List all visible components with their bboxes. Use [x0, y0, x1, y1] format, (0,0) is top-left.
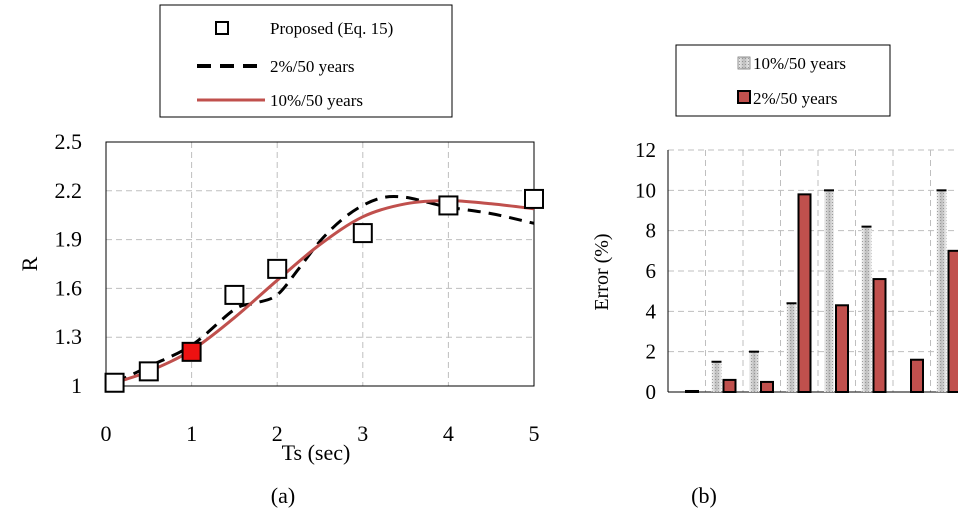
- chart-a-y-axis-title: R: [17, 256, 42, 271]
- y-tick-label: 0: [646, 380, 657, 404]
- data-point-proposed: [524, 188, 544, 209]
- data-point-proposed: [267, 258, 288, 279]
- y-tick-label: 8: [646, 219, 657, 243]
- legend-label-b-2pct: 2%/50 years: [753, 89, 838, 108]
- x-tick-label: 4: [443, 421, 454, 446]
- y-tick-label: 1.3: [55, 324, 83, 349]
- legend-swatch-10pct-dots: [738, 57, 750, 69]
- data-point-proposed: [138, 361, 159, 382]
- x-tick-label: 3: [357, 421, 368, 446]
- data-point-proposed: [181, 341, 202, 362]
- data-point-proposed: [352, 223, 373, 244]
- data-point-proposed: [438, 195, 459, 216]
- chart-a-x-axis-title: Ts (sec): [282, 440, 351, 465]
- legend-label-proposed: Proposed (Eq. 15): [270, 19, 393, 38]
- chart-b-legend-box: [675, 44, 891, 117]
- data-point-proposed: [104, 372, 125, 393]
- chart-a-plot-border: [105, 141, 535, 387]
- x-tick-label: 0: [101, 421, 112, 446]
- chart-a-series: [104, 188, 544, 393]
- chart-b-legend: 10%/50 years 2%/50 years: [675, 44, 891, 117]
- bar-10pct-50-years-texture: [824, 190, 834, 392]
- legend-label-10pct: 10%/50 years: [270, 91, 363, 110]
- chart-a: Proposed (Eq. 15) 2%/50 years 10%/50 yea…: [17, 4, 544, 508]
- series-line-2pct-50-years: [113, 195, 535, 385]
- x-tick-label: 2: [272, 421, 283, 446]
- data-point-proposed: [224, 284, 245, 305]
- y-tick-label: 1.9: [55, 227, 83, 252]
- chart-a-legend: Proposed (Eq. 15) 2%/50 years 10%/50 yea…: [159, 4, 453, 118]
- y-tick-label: 2.2: [55, 178, 83, 203]
- chart-a-panel-label: (a): [271, 483, 295, 508]
- y-tick-label: 2.5: [55, 129, 83, 154]
- legend-swatch-2pct: [737, 90, 751, 104]
- y-tick-label: 12: [635, 138, 656, 162]
- y-tick-label: 2: [646, 340, 657, 364]
- chart-b-y-tick-labels: 0 2 4 6 8 10 12: [635, 138, 657, 404]
- bar-10pct-50-years-texture: [749, 351, 759, 392]
- bar-2pct-50-years: [722, 378, 737, 393]
- bar-2pct-50-years: [797, 193, 812, 393]
- x-tick-label: 5: [529, 421, 540, 446]
- y-tick-label: 6: [646, 259, 657, 283]
- bar-10pct-50-years-texture: [936, 190, 947, 392]
- bar-10pct-50-years-texture: [861, 226, 872, 392]
- bar-10pct-50-years-texture: [711, 361, 722, 392]
- bar-2pct-50-years: [872, 278, 887, 394]
- y-tick-label: 4: [646, 299, 657, 323]
- bar-2pct-50-years: [947, 249, 958, 393]
- legend-label-b-10pct: 10%/50 years: [753, 54, 846, 73]
- y-tick-label: 1.6: [55, 275, 83, 300]
- y-tick-label: 1: [71, 373, 82, 398]
- chart-b-panel-label: (b): [691, 483, 717, 508]
- chart-a-grid: [106, 142, 534, 386]
- chart-a-x-tick-labels: 0 1 2 3 4 5: [101, 421, 540, 446]
- bar-2pct-50-years: [760, 380, 774, 393]
- chart-b: 10%/50 years 2%/50 years 0 2 4 6 8 10 12 Error…: [591, 44, 958, 508]
- legend-label-2pct: 2%/50 years: [270, 57, 355, 76]
- chart-a-y-tick-labels: 1 1.3 1.6 1.9 2.2 2.5: [55, 129, 83, 398]
- chart-b-bars: [685, 189, 958, 394]
- bar-2pct-50-years: [685, 389, 699, 394]
- chart-b-y-axis-title: Error (%): [591, 233, 613, 310]
- bar-2pct-50-years: [835, 304, 849, 393]
- chart-b-grid: [667, 149, 958, 393]
- chart-a-legend-box: [159, 4, 453, 118]
- bar-10pct-50-years-texture: [786, 303, 797, 392]
- legend-marker-proposed: [215, 21, 229, 35]
- series-line-10pct-50-years: [114, 199, 535, 385]
- bar-2pct-50-years: [910, 358, 924, 394]
- x-tick-label: 1: [186, 421, 197, 446]
- y-tick-label: 10: [635, 178, 656, 202]
